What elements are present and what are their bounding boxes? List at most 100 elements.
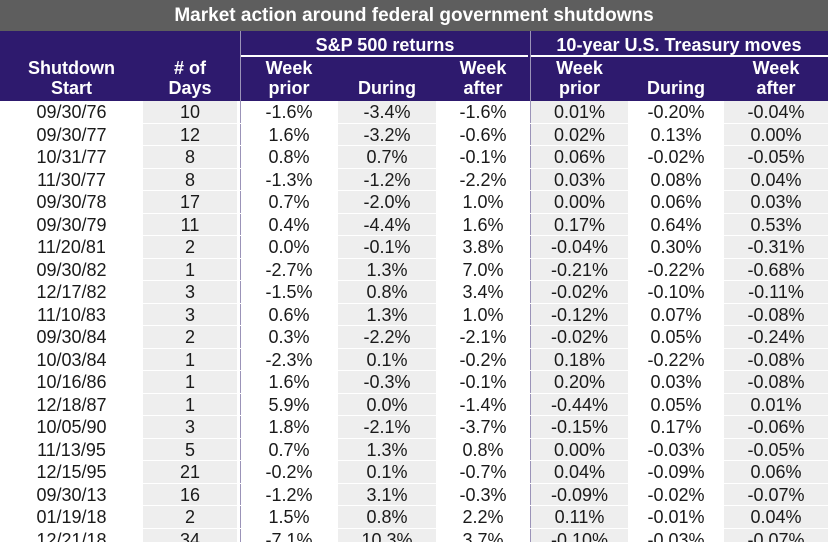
header-line: Shutdown [28,58,115,78]
cell-sp-during: -3.4% [363,102,411,122]
cell-tr-during: 0.05% [650,394,702,415]
cell-sp-week-prior: 0.0% [268,237,310,257]
cell-tr-week-after: -0.07% [747,529,805,542]
cell-tr-during: -0.03% [647,439,705,460]
cell-sp-week-after: -2.2% [459,169,507,190]
table-row: 09/30/13 16 -1.2% 3.1% -0.3% -0.09% -0.02% -0.0… [0,484,828,506]
cell-sp-week-prior: 0.3% [268,327,310,347]
cell-sp-week-after: -0.1% [459,372,507,392]
cell-tr-week-prior: 0.00% [553,439,606,460]
cell-tr-week-after: 0.04% [750,507,802,527]
cell-shutdown-start: 12/21/18 [36,529,107,542]
cell-sp-week-after: 0.8% [462,439,504,460]
cell-sp-during: 0.1% [366,462,408,482]
table-row: 12/17/82 3 -1.5% 0.8% 3.4% -0.02% -0.10% -0.11% [0,281,828,304]
cell-sp-week-prior: 0.6% [268,304,310,325]
cell-sp-week-after: 1.0% [462,304,504,325]
cell-sp-during: -3.2% [363,124,411,145]
header-line: # of [173,58,206,78]
cell-tr-week-after: -0.06% [747,417,805,437]
cell-sp-week-prior: 5.9% [268,394,310,415]
cell-sp-week-prior: -7.1% [265,529,313,542]
header-line: Week [556,58,603,78]
cell-tr-week-prior: -0.10% [550,529,609,542]
cell-shutdown-start: 11/13/95 [37,439,106,460]
cell-tr-week-prior: 0.18% [553,349,606,370]
cell-shutdown-start: 11/30/77 [37,169,106,190]
cell-sp-week-prior: 1.6% [268,124,310,145]
cell-days: 34 [179,529,201,542]
table-row: 11/13/95 5 0.7% 1.3% 0.8% 0.00% -0.03% -0.05% [0,439,828,461]
header-line: Days [168,78,212,98]
table-row: 11/10/83 3 0.6% 1.3% 1.0% -0.12% 0.07% -0.08% [0,304,828,326]
cell-sp-week-after: 1.6% [462,214,504,235]
cell-sp-during: -2.0% [363,192,411,212]
cell-sp-week-prior: -0.2% [265,462,313,482]
cell-shutdown-start: 09/30/82 [36,259,107,280]
column-separator-middle [530,31,531,542]
cell-tr-week-after: 0.01% [750,394,802,415]
cell-tr-during: -0.22% [647,349,705,370]
cell-days: 21 [179,462,201,482]
cell-tr-week-prior: -0.04% [550,237,609,257]
cell-sp-during: 0.8% [366,282,408,302]
cell-sp-during: 0.1% [366,349,408,370]
cell-tr-during: 0.17% [650,417,702,437]
header-line: after [463,78,503,98]
cell-sp-week-prior: 0.7% [268,439,310,460]
cell-tr-week-after: -0.24% [747,327,805,347]
cell-tr-week-prior: 0.00% [553,192,606,212]
cell-tr-week-after: -0.05% [747,147,805,167]
table-row: 12/21/18 34 -7.1% 10.3% 3.7% -0.10% -0.03% -0.0… [0,529,828,542]
cell-days: 16 [179,484,201,505]
header-line: During [358,78,416,98]
group-rule-sp500 [240,55,528,57]
group-label-treasury: 10-year U.S. Treasury moves [556,35,802,55]
cell-sp-week-after: 2.2% [462,507,504,527]
cell-shutdown-start: 10/05/90 [36,417,107,437]
column-separator-left [240,31,241,542]
cell-tr-week-prior: -0.21% [550,259,609,280]
cell-sp-week-after: 3.8% [462,237,504,257]
cell-tr-during: -0.03% [647,529,705,542]
table-row: 09/30/78 17 0.7% -2.0% 1.0% 0.00% 0.06% 0.03% [0,191,828,214]
header-line: prior [558,78,600,98]
cell-tr-week-prior: 0.03% [553,169,606,190]
cell-tr-during: -0.10% [647,282,705,302]
cell-sp-week-prior: -1.6% [265,102,313,122]
cell-sp-week-after: -0.6% [459,124,507,145]
cell-days: 1 [184,349,195,370]
cell-shutdown-start: 12/17/82 [36,282,107,302]
header-shutdown-start: Shutdown Start [0,58,143,98]
cell-sp-week-prior: -1.5% [265,282,313,302]
cell-sp-during: 0.0% [366,394,408,415]
cell-sp-week-after: -2.1% [459,327,507,347]
cell-sp-during: 0.8% [366,507,408,527]
cell-sp-week-after: 3.4% [462,282,504,302]
header-days: # of Days [143,58,237,98]
header-line: Week [265,58,313,78]
cell-shutdown-start: 10/03/84 [36,349,107,370]
cell-sp-week-after: 3.7% [462,529,504,542]
cell-tr-during: 0.06% [650,192,702,212]
cell-tr-during: 0.64% [650,214,702,235]
cell-tr-during: -0.09% [647,462,705,482]
cell-sp-during: -4.4% [363,214,411,235]
cell-tr-week-prior: -0.02% [550,282,609,302]
cell-tr-during: -0.01% [647,507,705,527]
table-row: 10/03/84 1 -2.3% 0.1% -0.2% 0.18% -0.22% -0.08% [0,349,828,371]
cell-days: 1 [184,259,195,280]
cell-days: 11 [180,214,200,235]
table-row: 09/30/79 11 0.4% -4.4% 1.6% 0.17% 0.64% 0.53% [0,214,828,236]
cell-shutdown-start: 10/16/86 [36,372,107,392]
band-tr-week-prior [531,101,628,542]
header-tr-during: During [628,78,724,98]
cell-shutdown-start: 09/30/79 [36,214,107,235]
cell-tr-week-after: -0.05% [747,439,805,460]
cell-shutdown-start: 11/20/81 [37,237,106,257]
cell-sp-week-prior: -2.7% [265,259,313,280]
group-rule-treasury [531,55,828,57]
cell-days: 8 [184,169,195,190]
cell-tr-week-prior: -0.12% [550,304,609,325]
